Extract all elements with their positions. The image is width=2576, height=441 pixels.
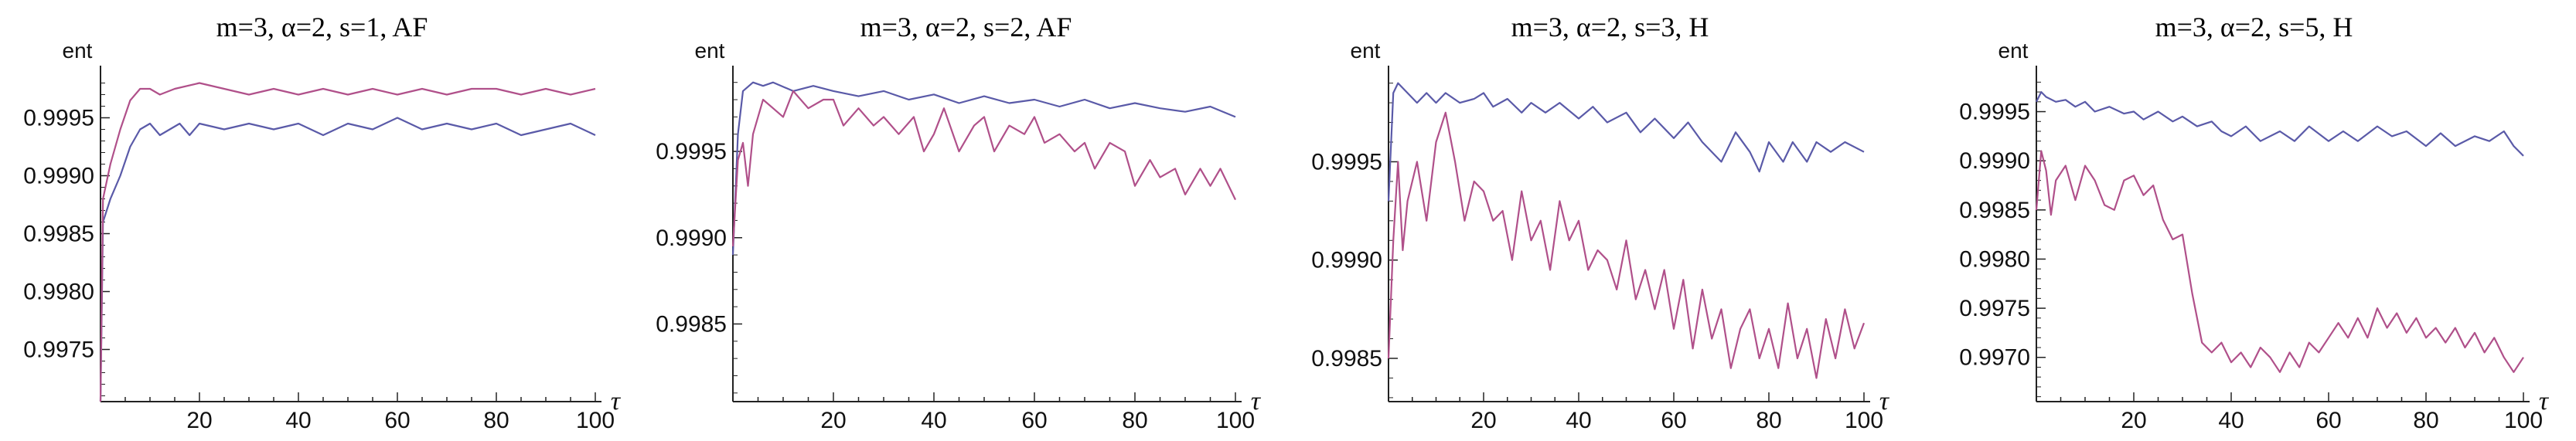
y-tick-label: 0.9995 bbox=[656, 139, 727, 165]
y-tick-label: 0.9985 bbox=[656, 311, 727, 337]
x-tick-label: 80 bbox=[1122, 408, 1147, 433]
y-tick-label: 0.9980 bbox=[23, 280, 94, 305]
y-axis-label: ent bbox=[695, 39, 725, 63]
y-tick-label: 0.9990 bbox=[1311, 248, 1382, 273]
y-tick-label: 0.9990 bbox=[23, 164, 94, 189]
x-tick-label: 60 bbox=[1661, 408, 1686, 433]
series-line bbox=[731, 90, 1236, 246]
series-line bbox=[1387, 111, 1866, 379]
chart-title: m=3, α=2, s=2, AF bbox=[860, 12, 1072, 42]
x-tick-label: 60 bbox=[2315, 408, 2341, 433]
x-tick-label: 80 bbox=[483, 408, 509, 433]
chart-svg: 20 40 60 80 100 0.9975 0.9980 0.9985 0.9990 0.999… bbox=[23, 39, 622, 433]
x-axis-label: τ bbox=[611, 387, 622, 416]
x-tick-label: 100 bbox=[1216, 408, 1255, 433]
x-axis-label: τ bbox=[1251, 387, 1262, 416]
chart-title: m=3, α=2, s=3, H bbox=[1511, 12, 1709, 42]
y-tick-label: 0.9980 bbox=[1959, 246, 2030, 272]
x-tick-label: 80 bbox=[2413, 408, 2438, 433]
x-tick-label: 40 bbox=[2218, 408, 2244, 433]
chart-panel: m=3, α=2, s=5, H 20 40 60 80 100 0.9970 0.9975… bbox=[1932, 0, 2576, 441]
y-axis-label: ent bbox=[63, 39, 93, 63]
x-tick-label: 20 bbox=[1470, 408, 1496, 433]
y-tick-label: 0.9985 bbox=[1311, 346, 1382, 371]
chart-svg: 20 40 60 80 100 0.9985 0.9990 0.9995 ent τ bbox=[1311, 39, 1890, 433]
y-tick-label: 0.9975 bbox=[23, 338, 94, 363]
x-tick-label: 40 bbox=[1566, 408, 1591, 433]
chart-panel: m=3, α=2, s=3, H 20 40 60 80 100 0.9985 0.9990… bbox=[1288, 0, 1932, 441]
chart-svg: 20 40 60 80 100 0.9970 0.9975 0.9980 0.9985 0.999… bbox=[1959, 39, 2550, 433]
y-tick-label: 0.9995 bbox=[1959, 100, 2030, 125]
x-tick-label: 20 bbox=[186, 408, 212, 433]
chart-panel: m=3, α=2, s=2, AF 20 40 60 80 100 0.9985 0.999… bbox=[644, 0, 1288, 441]
x-tick-label: 60 bbox=[1021, 408, 1047, 433]
y-tick-label: 0.9990 bbox=[1959, 148, 2030, 174]
y-axis-label: ent bbox=[1998, 39, 2029, 63]
y-tick-label: 0.9995 bbox=[1311, 149, 1382, 175]
x-tick-label: 100 bbox=[576, 408, 615, 433]
series-line bbox=[1387, 82, 1865, 202]
y-tick-label: 0.9975 bbox=[1959, 296, 2030, 321]
series-line bbox=[2036, 90, 2524, 157]
y-tick-label: 0.9995 bbox=[23, 106, 94, 131]
x-tick-label: 100 bbox=[1845, 408, 1883, 433]
y-tick-label: 0.9985 bbox=[1959, 198, 2030, 223]
series-line bbox=[99, 82, 596, 402]
y-axis-label: ent bbox=[1351, 39, 1381, 63]
series-line bbox=[99, 117, 596, 402]
x-tick-label: 100 bbox=[2504, 408, 2543, 433]
x-axis-label: τ bbox=[2539, 387, 2550, 416]
x-tick-label: 40 bbox=[285, 408, 311, 433]
x-tick-label: 20 bbox=[820, 408, 846, 433]
y-tick-label: 0.9990 bbox=[656, 226, 727, 251]
chart-title: m=3, α=2, s=1, AF bbox=[216, 12, 428, 42]
y-tick-label: 0.9970 bbox=[1959, 345, 2030, 371]
series-line bbox=[2035, 150, 2524, 373]
x-tick-label: 60 bbox=[384, 408, 410, 433]
series-line bbox=[731, 81, 1236, 256]
chart-svg: 20 40 60 80 100 0.9985 0.9990 0.9995 ent τ bbox=[656, 39, 1262, 433]
x-tick-label: 20 bbox=[2121, 408, 2146, 433]
chart-title: m=3, α=2, s=5, H bbox=[2155, 12, 2353, 42]
chart-panel: m=3, α=2, s=1, AF 20 40 60 80 100 0.9975 0.998… bbox=[0, 0, 644, 441]
y-tick-label: 0.9985 bbox=[23, 222, 94, 247]
x-tick-label: 80 bbox=[1756, 408, 1781, 433]
x-axis-label: τ bbox=[1879, 387, 1890, 416]
x-tick-label: 40 bbox=[921, 408, 946, 433]
